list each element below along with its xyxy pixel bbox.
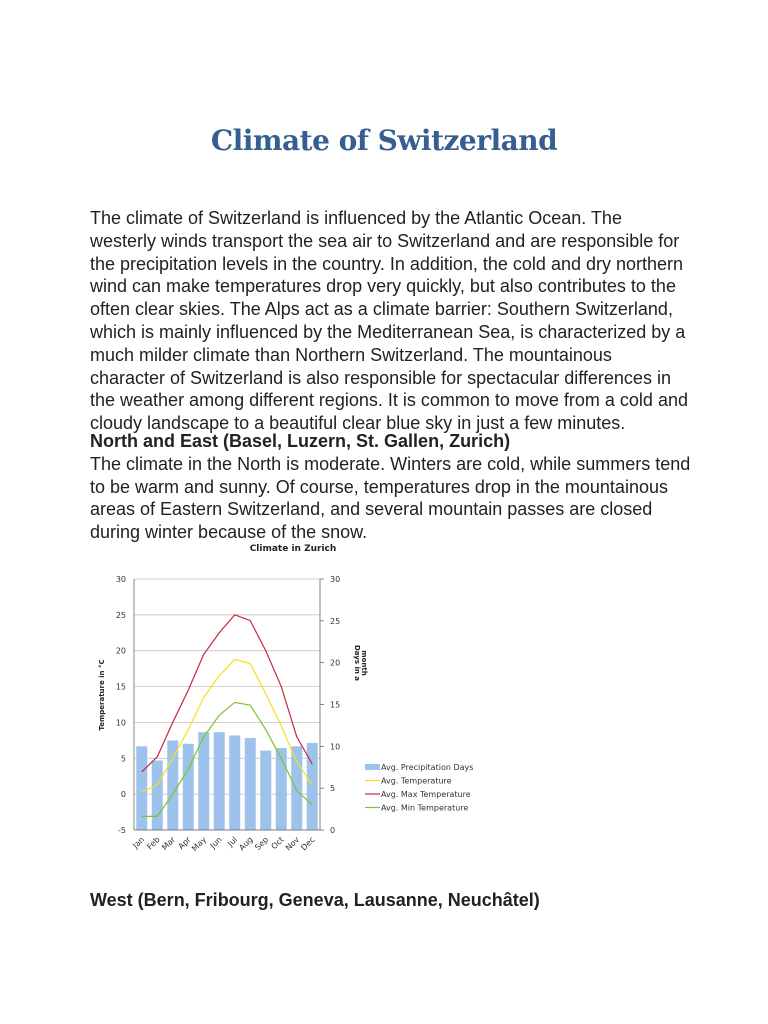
precip-bar	[244, 737, 256, 830]
west-heading: West (Bern, Fribourg, Geneva, Lausanne, …	[90, 890, 540, 910]
y-tick-label: 25	[116, 611, 126, 620]
zurich-climate-chart: Climate in Zurich -5 0 5 10 15 20 25 30 0 5 10 15 20 2…	[98, 544, 473, 853]
y-axis-label: Temperature in °C	[98, 659, 106, 730]
north-heading: North and East (Basel, Luzern, St. Galle…	[90, 431, 511, 451]
x-tick-label: Nov	[284, 835, 302, 853]
text-line: westerly winds transport the sea air to …	[90, 230, 680, 251]
precip-bar	[182, 743, 194, 830]
x-tick-label: May	[190, 835, 208, 853]
precip-bar	[167, 740, 179, 830]
y-tick-label: 0	[121, 790, 126, 799]
y2-tick-label: 5	[330, 784, 335, 793]
text-line: The climate in the North is moderate. Wi…	[90, 453, 691, 474]
legend-label: Avg. Temperature	[381, 777, 452, 786]
y2-tick-label: 20	[330, 659, 340, 668]
y2-tick-label: 25	[330, 617, 340, 626]
y-tick-label: -5	[118, 826, 126, 835]
precip-bar	[260, 750, 272, 830]
x-tick-label: Oct	[270, 835, 286, 851]
series-line-1	[141, 614, 313, 773]
y-tick-label: 30	[116, 575, 126, 584]
y-tick-label: 15	[116, 683, 126, 692]
page-title: Climate of Switzerland	[210, 124, 558, 157]
legend-label: Avg. Max Temperature	[381, 790, 471, 799]
x-tick-label: Aug	[237, 835, 254, 852]
x-tick-label: Dec	[299, 835, 316, 852]
x-tick-label: Feb	[145, 835, 161, 851]
text-line: to be warm and sunny. Of course, tempera…	[90, 476, 668, 497]
text-line: the weather among different regions. It …	[90, 390, 688, 411]
y-tick-label: 5	[121, 754, 126, 763]
precip-bar	[136, 746, 148, 830]
text-line: wind can make temperatures drop very qui…	[90, 276, 676, 297]
y-tick-label: 20	[116, 647, 126, 656]
text-line: areas of Eastern Switzerland, and severa…	[90, 499, 653, 520]
legend-label: Avg. Precipitation Days	[381, 763, 473, 772]
text-line: character of Switzerland is also respons…	[90, 367, 671, 388]
text-line: the precipitation levels in the country.…	[90, 253, 684, 274]
text-line: The climate of Switzerland is influenced…	[90, 208, 622, 228]
north-section: North and East (Basel, Luzern, St. Galle…	[90, 430, 690, 544]
y2-tick-label: 30	[330, 575, 340, 584]
x-tick-label: Mar	[160, 835, 178, 853]
y2-tick-label: 0	[330, 826, 335, 835]
precip-bar	[213, 732, 225, 830]
legend-swatch	[365, 764, 380, 770]
x-tick-label: Jun	[208, 835, 224, 851]
x-tick-label: Jan	[130, 835, 146, 851]
precip-bar	[306, 742, 318, 830]
y2-axis-label: Days in a	[353, 645, 361, 681]
text-line: during winter because of the snow.	[90, 522, 368, 543]
x-tick-label: Sep	[253, 835, 270, 852]
chart-title: Climate in Zurich	[250, 544, 337, 554]
y2-tick-label: 15	[330, 701, 340, 710]
legend-label: Avg. Min Temperature	[381, 804, 468, 813]
precip-bar	[229, 735, 241, 830]
text-line: which is mainly influenced by the Medite…	[90, 321, 686, 342]
series-line-0	[141, 658, 313, 793]
text-line: cloudy landscape to a beautiful clear bl…	[90, 413, 626, 434]
text-line: often clear skies. The Alps act as a cli…	[90, 299, 673, 320]
y-tick-label: 10	[116, 718, 126, 727]
y2-tick-label: 10	[330, 742, 340, 751]
precip-bar	[291, 746, 303, 830]
precip-bar	[275, 748, 287, 830]
series-line-2	[141, 701, 313, 817]
y2-axis-label: month	[360, 650, 368, 675]
precip-bar	[151, 760, 163, 830]
text-line: much milder climate than Northern Switze…	[90, 344, 612, 365]
precip-bar	[198, 732, 210, 830]
intro-paragraph: The climate of Switzerland is influenced…	[90, 207, 688, 435]
